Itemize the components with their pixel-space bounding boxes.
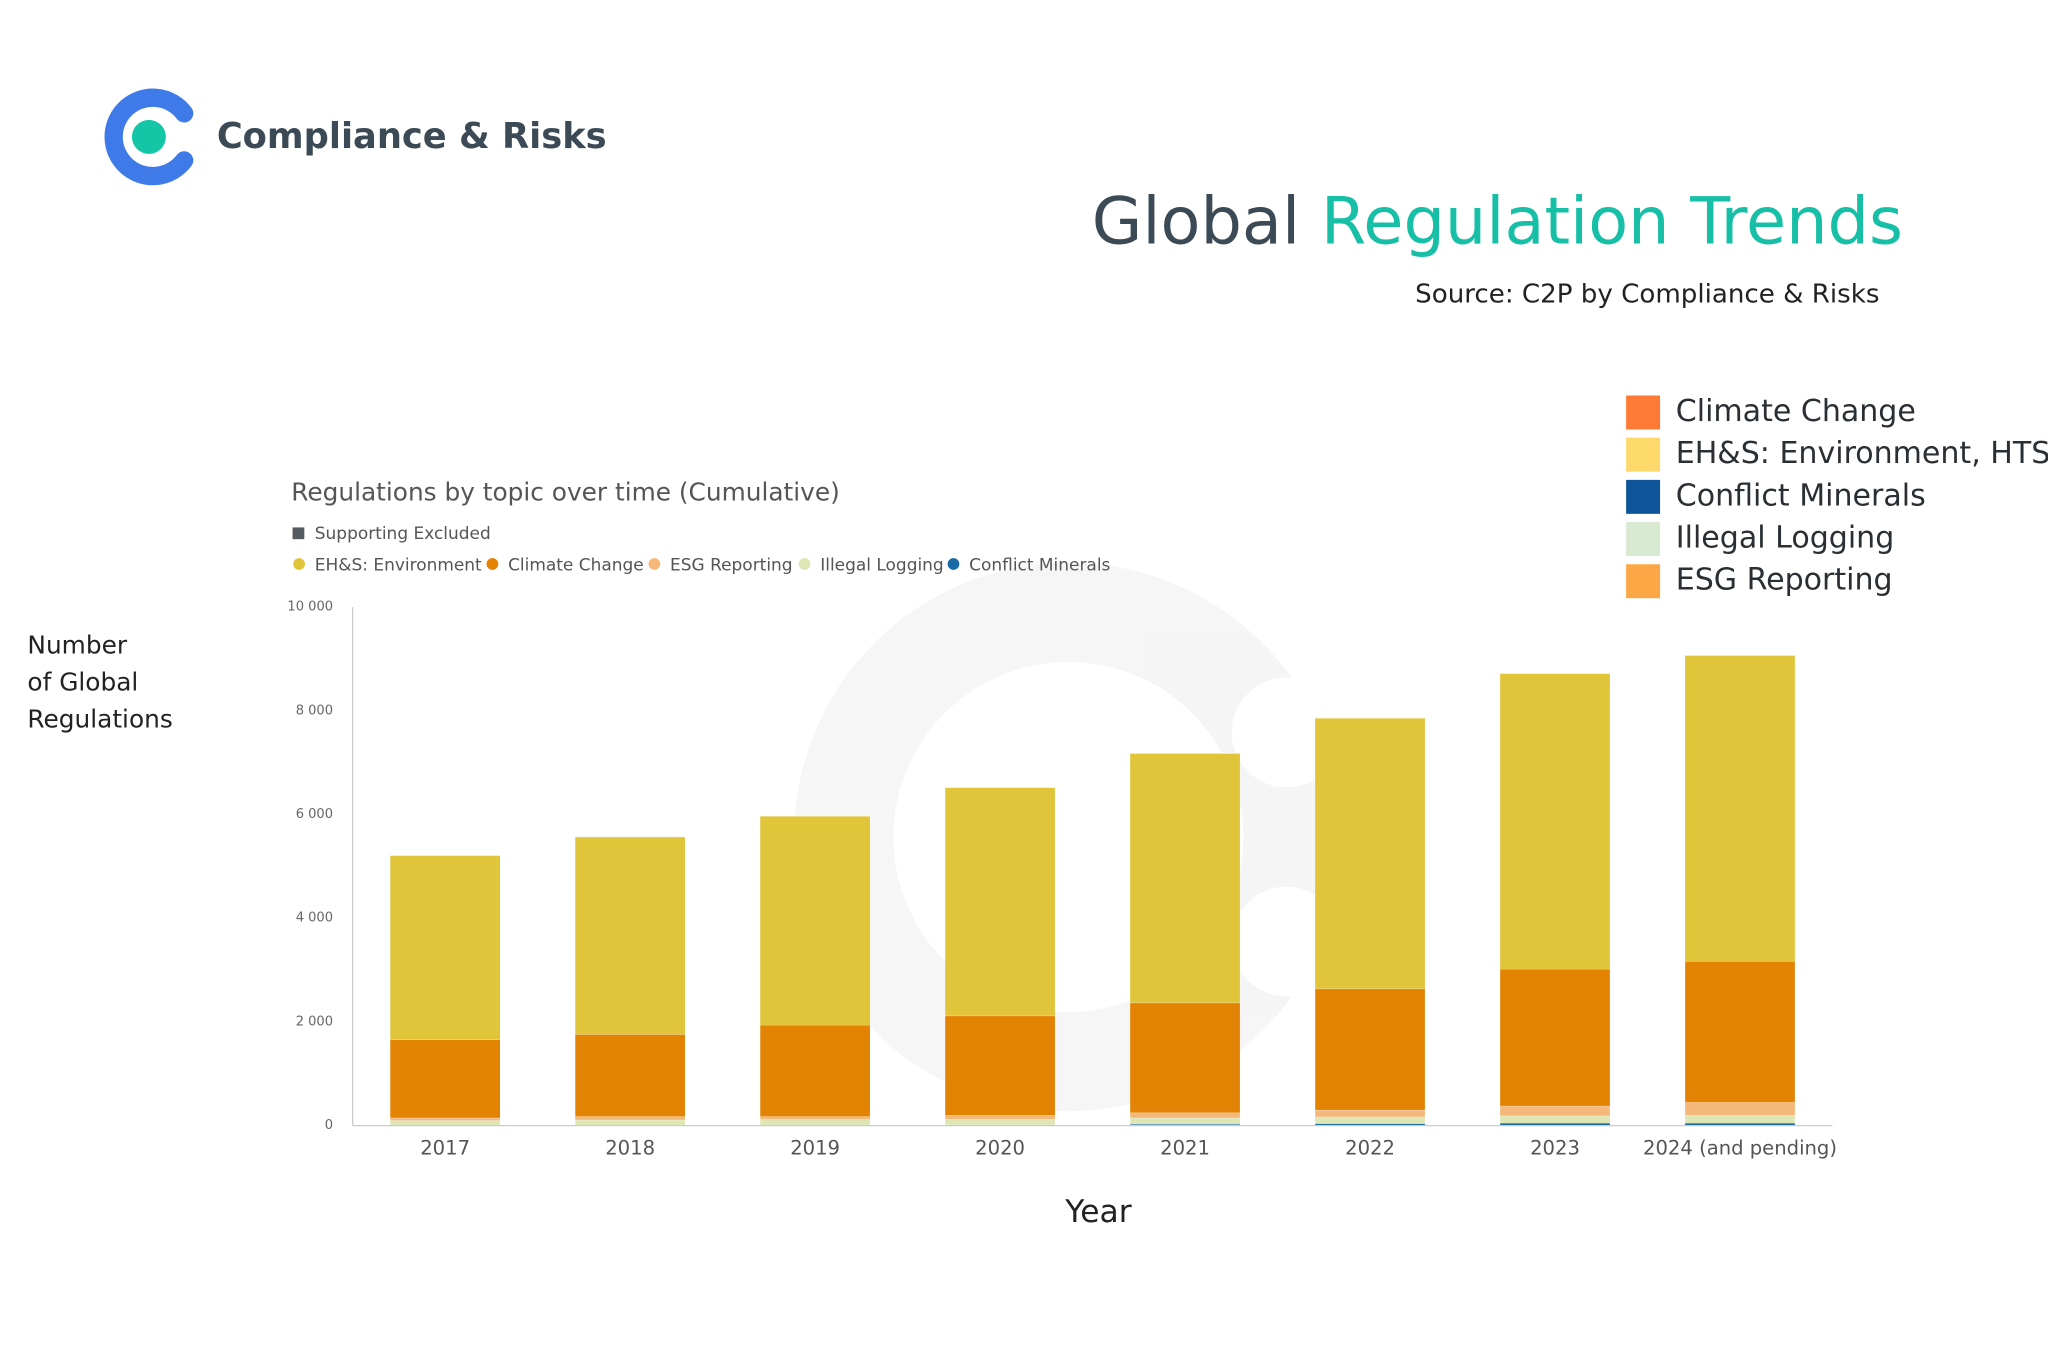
watermark-cut — [1231, 886, 1342, 997]
y-tick-label: 6 000 — [296, 807, 333, 822]
legend-label: Climate Change — [508, 555, 644, 575]
bar-segment — [1315, 1116, 1425, 1124]
x-tick-label: 2022 — [1345, 1137, 1395, 1160]
y-axis-title: Number — [27, 630, 127, 659]
x-tick-label: 2018 — [605, 1137, 655, 1160]
legend-label: Conflict Minerals — [969, 555, 1110, 575]
x-tick-label: 2021 — [1160, 1137, 1210, 1160]
legend-label: Conflict Minerals — [1676, 478, 1926, 513]
bar-segment — [1500, 1123, 1610, 1126]
bar-segment — [1500, 1115, 1610, 1124]
legend-swatch — [1626, 395, 1661, 430]
y-axis-title: Regulations — [27, 705, 172, 734]
legend-label: Climate Change — [1676, 394, 1916, 429]
y-tick-label: 4 000 — [296, 911, 333, 926]
headline-accent: Regulation Trends — [1321, 184, 1903, 260]
bar-segment — [390, 1117, 500, 1121]
watermark — [794, 562, 1343, 1112]
legend-label: ESG Reporting — [1676, 563, 1893, 598]
bar-segment — [1685, 1102, 1795, 1116]
logo-dot — [131, 119, 166, 154]
source: Source: C2P by Compliance & Risks — [1415, 279, 1879, 309]
legend-dot — [947, 558, 960, 570]
bar-segment — [1130, 1124, 1240, 1126]
bar-segment — [945, 1015, 1055, 1116]
logo — [104, 88, 194, 186]
bar-segment — [575, 1034, 685, 1117]
legend-dot — [293, 558, 305, 570]
bar-segment — [1500, 673, 1610, 970]
legend-dot — [648, 558, 661, 570]
x-tick-label: 2017 — [420, 1137, 470, 1160]
bar-segment — [760, 1119, 870, 1126]
bar-segment — [1315, 1110, 1425, 1117]
bar-segment — [1685, 1115, 1795, 1124]
bar-segment — [390, 1039, 500, 1118]
watermark-cut — [1231, 677, 1342, 788]
chart-title: Regulations by topic over time (Cumulati… — [291, 477, 840, 506]
x-tick-label: 2020 — [975, 1137, 1025, 1160]
bar-segment — [1130, 753, 1240, 1003]
bar-segment — [760, 1116, 870, 1120]
bar-segment — [575, 836, 685, 1035]
bar-segment — [1685, 1123, 1795, 1126]
bar-segment — [760, 1025, 870, 1117]
legend-swatch — [1626, 479, 1661, 514]
bar-segment — [1685, 655, 1795, 962]
bar-segment — [1685, 961, 1795, 1103]
bar-segment — [575, 1116, 685, 1120]
brand-name: Compliance & Risks — [217, 116, 607, 157]
legend-label: EH&S: Environment, HTS — [1676, 436, 2048, 471]
headline: Global Regulation Trends — [1092, 184, 1903, 260]
y-tick-label: 0 — [325, 1118, 333, 1133]
bar-segment — [1315, 988, 1425, 1111]
bar-segment — [1130, 1002, 1240, 1113]
legend-dot — [798, 558, 811, 570]
y-tick-label: 10 000 — [287, 600, 333, 615]
bar-segment — [1500, 1105, 1610, 1116]
legend-label: ESG Reporting — [670, 555, 793, 575]
bar-segment — [1315, 718, 1425, 989]
bar-segment — [1130, 1112, 1240, 1118]
bar-segment — [390, 855, 500, 1040]
x-tick-label: 2019 — [790, 1137, 840, 1160]
bar-segment — [575, 1119, 685, 1126]
legend-label: Supporting Excluded — [315, 524, 491, 544]
legend-label: Illegal Logging — [820, 555, 943, 575]
bar-segment — [390, 1120, 500, 1126]
headline-lead: Global — [1092, 184, 1300, 260]
bar-segment — [1130, 1117, 1240, 1125]
legend-swatch — [292, 527, 305, 540]
legend-swatch — [1626, 522, 1661, 557]
y-tick-label: 8 000 — [296, 703, 333, 718]
legend-label: Illegal Logging — [1676, 521, 1895, 556]
y-tick-label: 2 000 — [296, 1014, 333, 1029]
legend-dot — [486, 558, 499, 570]
legend-swatch — [1626, 437, 1661, 472]
x-axis-title: Year — [1064, 1194, 1131, 1230]
bar-segment — [760, 816, 870, 1026]
x-tick-label: 2024 (and pending) — [1643, 1137, 1837, 1160]
y-axis-title: of Global — [27, 668, 138, 697]
bar-segment — [945, 787, 1055, 1016]
legend-label: EH&S: Environment — [315, 555, 482, 575]
bar-segment — [1315, 1123, 1425, 1126]
bar-segment — [1500, 969, 1610, 1106]
logo-ring — [104, 88, 194, 186]
legend-swatch — [1626, 564, 1661, 599]
bar-segment — [945, 1119, 1055, 1125]
bar-segment — [945, 1115, 1055, 1120]
x-tick-label: 2023 — [1530, 1137, 1580, 1160]
